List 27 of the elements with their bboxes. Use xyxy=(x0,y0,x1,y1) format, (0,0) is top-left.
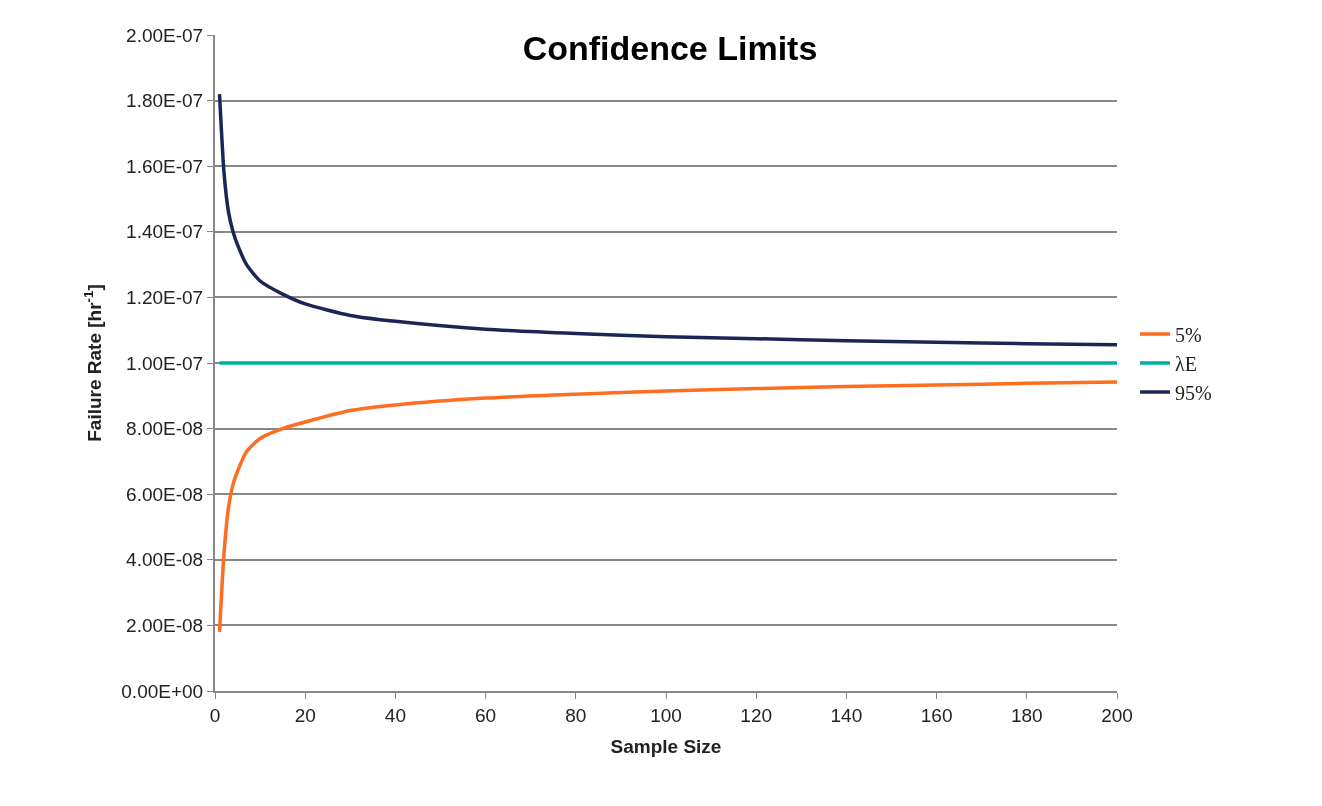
x-tick-label: 80 xyxy=(565,704,587,726)
chart-title: Confidence Limits xyxy=(522,29,818,68)
legend-label: λE xyxy=(1175,352,1197,375)
y-tick-label: 2.00E-07 xyxy=(126,24,204,46)
y-tick-label: 2.00E-08 xyxy=(126,615,204,637)
x-tick-label: 100 xyxy=(650,704,682,726)
y-tick-label: 6.00E-08 xyxy=(126,483,204,505)
y-tick-label: 1.00E-07 xyxy=(126,352,204,374)
y-tick-label: 1.40E-07 xyxy=(126,221,204,243)
x-tick-label: 0 xyxy=(209,704,221,726)
x-tick-label: 20 xyxy=(294,704,316,726)
legend-label: 95% xyxy=(1175,381,1212,404)
x-tick-label: 140 xyxy=(830,704,863,726)
x-tick-label: 120 xyxy=(740,704,773,726)
y-tick-label: 8.00E-08 xyxy=(126,418,204,440)
x-tick-label: 60 xyxy=(475,704,497,726)
y-tick-label: 1.60E-07 xyxy=(126,155,204,177)
x-tick-label: 200 xyxy=(1101,704,1133,726)
x-axis-title: Sample Size xyxy=(610,736,722,758)
x-tick-label: 40 xyxy=(384,704,406,726)
x-tick-label: 180 xyxy=(1010,704,1043,726)
y-tick-label: 0.00E+00 xyxy=(121,680,204,702)
y-tick-label: 1.80E-07 xyxy=(126,90,204,112)
legend-label: 5% xyxy=(1175,323,1202,346)
y-tick-label: 1.20E-07 xyxy=(126,287,204,309)
x-tick-label: 160 xyxy=(920,704,953,726)
y-tick-label: 4.00E-08 xyxy=(126,549,204,571)
